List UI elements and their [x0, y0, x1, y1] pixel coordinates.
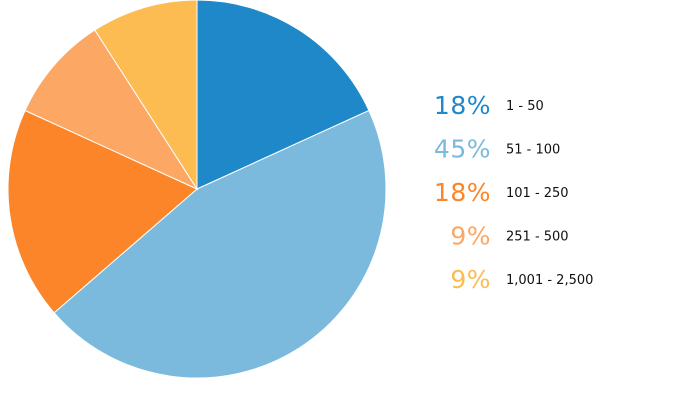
legend-percent: 9%	[450, 265, 491, 294]
pie-slices	[7, 0, 387, 379]
legend-item-4: 9% 251 - 500	[450, 222, 568, 251]
legend-label: 251 - 500	[506, 230, 569, 245]
pie-slice-3	[7, 109, 198, 314]
pie-slice-1	[196, 0, 370, 190]
legend-item-1: 18% 1 - 50	[434, 91, 544, 120]
pie-slice-2	[53, 109, 387, 379]
legend-label: 1 - 50	[506, 99, 544, 114]
pie-slice-4	[24, 29, 199, 191]
legend-percent: 9%	[450, 222, 491, 251]
legend-label: 51 - 100	[506, 143, 560, 158]
legend-percent: 18%	[434, 178, 491, 207]
legend-label: 1,001 - 2,500	[506, 273, 593, 288]
legend-item-2: 45% 51 - 100	[434, 135, 560, 164]
legend-item-3: 18% 101 - 250	[434, 178, 569, 207]
pie-slice-5	[94, 0, 198, 191]
legend-item-5: 9% 1,001 - 2,500	[450, 265, 593, 294]
legend-percent: 18%	[434, 91, 491, 120]
legend: 18% 1 - 50 45% 51 - 100 18% 101 - 250 9% 251 - …	[434, 91, 593, 294]
legend-percent: 45%	[434, 135, 491, 164]
legend-label: 101 - 250	[506, 186, 569, 201]
